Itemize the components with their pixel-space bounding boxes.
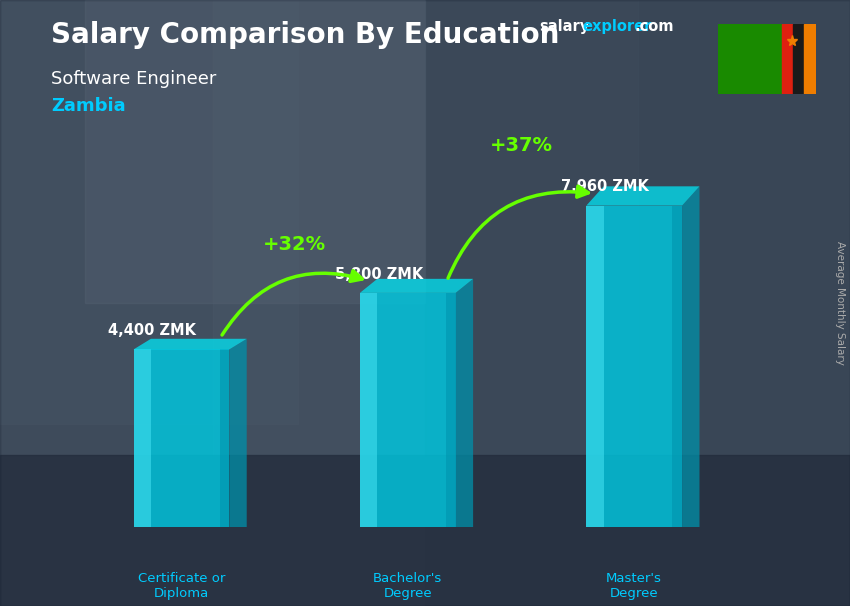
Polygon shape bbox=[219, 350, 230, 527]
Bar bbox=[782, 24, 793, 94]
Polygon shape bbox=[586, 205, 604, 527]
Bar bbox=[0, 0, 298, 424]
Text: explorer: explorer bbox=[582, 19, 652, 35]
Text: Zambia: Zambia bbox=[51, 97, 126, 115]
Bar bbox=[804, 24, 816, 94]
Polygon shape bbox=[360, 293, 377, 527]
Text: Certificate or
Diploma: Certificate or Diploma bbox=[138, 571, 225, 600]
Polygon shape bbox=[672, 205, 682, 527]
Polygon shape bbox=[586, 205, 682, 527]
Text: salary: salary bbox=[540, 19, 590, 35]
Bar bbox=[0, 454, 850, 606]
Text: 7,960 ZMK: 7,960 ZMK bbox=[561, 179, 649, 195]
Polygon shape bbox=[133, 339, 246, 350]
Polygon shape bbox=[456, 279, 473, 527]
Text: 5,800 ZMK: 5,800 ZMK bbox=[335, 267, 423, 282]
Text: Bachelor's
Degree: Bachelor's Degree bbox=[373, 571, 442, 600]
Text: Software Engineer: Software Engineer bbox=[51, 70, 217, 88]
Polygon shape bbox=[133, 350, 150, 527]
Bar bbox=[212, 0, 638, 454]
Text: Salary Comparison By Education: Salary Comparison By Education bbox=[51, 21, 559, 49]
Bar bbox=[85, 0, 425, 303]
Polygon shape bbox=[360, 293, 456, 527]
Text: Master's
Degree: Master's Degree bbox=[606, 571, 662, 600]
Bar bbox=[425, 0, 850, 606]
Bar bbox=[793, 24, 804, 94]
Polygon shape bbox=[133, 350, 230, 527]
Text: 4,400 ZMK: 4,400 ZMK bbox=[108, 323, 196, 338]
Polygon shape bbox=[586, 186, 700, 205]
Polygon shape bbox=[230, 339, 246, 527]
Text: .com: .com bbox=[635, 19, 674, 35]
Polygon shape bbox=[360, 279, 473, 293]
Polygon shape bbox=[682, 186, 700, 527]
Text: +37%: +37% bbox=[490, 136, 552, 155]
Text: Average Monthly Salary: Average Monthly Salary bbox=[835, 241, 845, 365]
Polygon shape bbox=[446, 293, 456, 527]
Text: +32%: +32% bbox=[263, 235, 326, 254]
